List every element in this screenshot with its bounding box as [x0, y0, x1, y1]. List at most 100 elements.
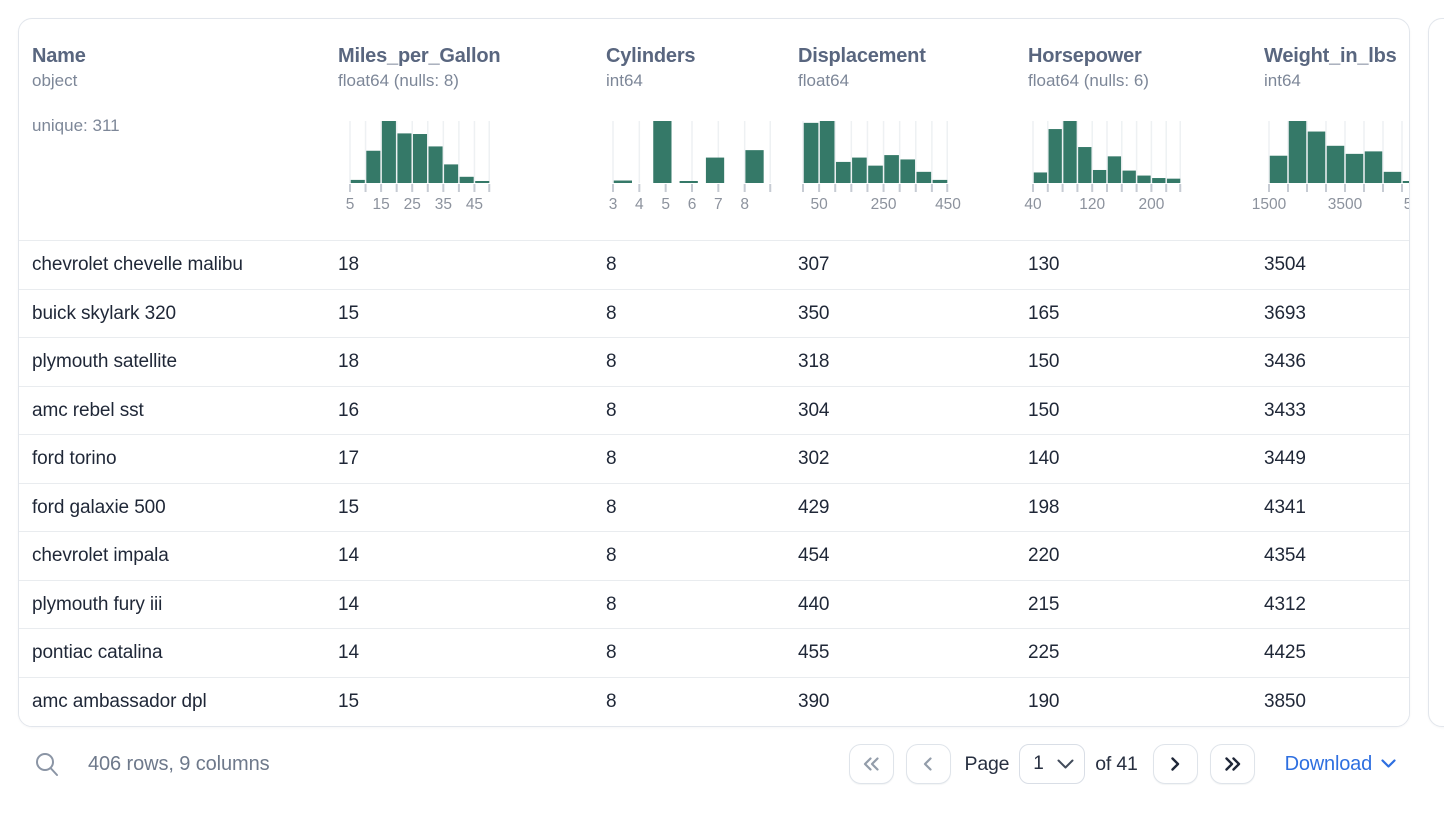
- column-name: Cylinders: [606, 45, 696, 67]
- histogram-horsepower[interactable]: 40 120 200: [1024, 121, 1182, 215]
- column-type: int64: [606, 71, 643, 90]
- table-cell: 8: [606, 351, 617, 372]
- column-type: object: [32, 71, 78, 90]
- table-cell: 165: [1028, 302, 1060, 324]
- table-row[interactable]: pontiac catalina 14 8 455 225 4425: [19, 629, 1409, 678]
- table-cell: chevrolet chevelle malibu: [32, 254, 243, 275]
- table-cell: ford galaxie 500: [32, 496, 166, 518]
- table-row[interactable]: ford galaxie 500 15 8 429 198 4341: [19, 483, 1409, 532]
- table-cell: chevrolet impala: [32, 545, 169, 566]
- search-button[interactable]: [34, 750, 60, 778]
- next-page-button[interactable]: [1152, 744, 1198, 784]
- table-row[interactable]: buick skylark 320 15 8 350 165 3693: [19, 289, 1409, 338]
- table-cell: 140: [1028, 448, 1060, 469]
- table-cell: 3850: [1264, 690, 1306, 712]
- column-name: Name: [32, 45, 86, 67]
- column-header-miles-per-gallon[interactable]: Miles_per_Gallon float64 (nulls: 8) 5 15 25 3…: [325, 19, 593, 240]
- download-button[interactable]: Download: [1285, 753, 1396, 776]
- page-select-value: 1: [1033, 753, 1044, 774]
- double-chevron-left-icon: [863, 757, 879, 771]
- table-row[interactable]: amc rebel sst 16 8 304 150 3433: [19, 386, 1409, 435]
- column-header-horsepower[interactable]: Horsepower float64 (nulls: 6) 40 120 200: [1015, 19, 1251, 240]
- double-chevron-right-icon: [1225, 757, 1241, 771]
- table-cell: 14: [338, 642, 359, 663]
- row-count-summary: 406 rows, 9 columns: [88, 752, 270, 775]
- table-cell: 15: [338, 690, 359, 712]
- column-type: float64 (nulls: 6): [1028, 71, 1149, 90]
- table-cell: 454: [798, 545, 830, 566]
- column-type: float64 (nulls: 8): [338, 71, 459, 90]
- table-cell: 429: [798, 496, 830, 518]
- last-page-button[interactable]: [1209, 744, 1255, 784]
- table-cell: amc ambassador dpl: [32, 690, 207, 712]
- page-select[interactable]: 1: [1019, 744, 1086, 784]
- svg-text:3500: 3500: [1328, 196, 1363, 213]
- svg-text:4: 4: [635, 196, 644, 213]
- column-header-cylinders[interactable]: Cylinders int64 3 4 5 6 7 8: [593, 19, 785, 240]
- svg-text:5500: 5500: [1404, 196, 1410, 213]
- table-cell: 14: [338, 545, 359, 566]
- column-header-displacement[interactable]: Displacement float64 50 250 450: [785, 19, 1015, 240]
- table-row[interactable]: plymouth fury iii 14 8 440 215 4312: [19, 580, 1409, 629]
- svg-text:5: 5: [346, 196, 355, 213]
- table-cell: 8: [606, 593, 617, 615]
- table-cell: 3433: [1264, 399, 1306, 421]
- data-preview-card: Name object unique: 311 Miles_per_Gallon flo…: [18, 18, 1410, 727]
- table-cell: 150: [1028, 351, 1060, 372]
- column-type: float64: [798, 71, 850, 90]
- svg-text:5: 5: [661, 196, 670, 213]
- table-row[interactable]: plymouth satellite 18 8 318 150 3436: [19, 338, 1409, 387]
- table-cell: plymouth satellite: [32, 351, 177, 372]
- chevron-down-icon: [1381, 759, 1396, 768]
- histogram-miles-per-gallon[interactable]: 5 15 25 35 45: [346, 121, 491, 215]
- column-header-weight-in-lbs[interactable]: Weight_in_lbs int64 1500 3500 5500: [1251, 19, 1410, 240]
- table-footer: 406 rows, 9 columns Page 1 of 41: [18, 742, 1410, 786]
- svg-text:250: 250: [871, 196, 897, 213]
- table-cell: 15: [338, 496, 359, 518]
- table-cell: 3504: [1264, 254, 1306, 275]
- chevron-down-icon: [1057, 759, 1074, 768]
- column-name: Displacement: [798, 45, 926, 67]
- table-cell: 225: [1028, 642, 1060, 663]
- table-cell: 8: [606, 545, 617, 566]
- column-header-name[interactable]: Name object unique: 311: [19, 19, 325, 240]
- previous-page-button[interactable]: [905, 744, 951, 784]
- table-row[interactable]: chevrolet impala 14 8 454 220 4354: [19, 532, 1409, 581]
- table-cell: 3693: [1264, 302, 1306, 324]
- histogram-displacement[interactable]: 50 250 450: [802, 121, 961, 215]
- table-cell: 440: [798, 593, 830, 615]
- column-type: int64: [1264, 71, 1301, 90]
- table-cell: 18: [338, 351, 359, 372]
- table-cell: 8: [606, 690, 617, 712]
- table-cell: 14: [338, 593, 359, 615]
- page-label: Page: [964, 752, 1010, 775]
- svg-text:1500: 1500: [1252, 196, 1287, 213]
- table-cell: pontiac catalina: [32, 642, 163, 663]
- column-name: Weight_in_lbs: [1264, 45, 1397, 67]
- svg-text:3: 3: [609, 196, 618, 213]
- adjacent-panel: [1428, 18, 1444, 727]
- svg-text:120: 120: [1079, 196, 1105, 213]
- svg-text:15: 15: [372, 196, 389, 213]
- chevron-right-icon: [1171, 757, 1180, 771]
- table-cell: 8: [606, 496, 617, 518]
- histogram-weight-in-lbs[interactable]: 1500 3500 5500: [1252, 121, 1410, 215]
- table-header: Name object unique: 311 Miles_per_Gallon flo…: [19, 19, 1409, 241]
- table-cell: 302: [798, 448, 830, 469]
- svg-text:40: 40: [1024, 196, 1042, 213]
- svg-text:50: 50: [810, 196, 828, 213]
- table-row[interactable]: ford torino 17 8 302 140 3449: [19, 435, 1409, 484]
- table-row[interactable]: amc ambassador dpl 15 8 390 190 3850: [19, 677, 1409, 726]
- table-cell: 16: [338, 399, 359, 421]
- table-cell: 4341: [1264, 496, 1306, 518]
- svg-text:7: 7: [714, 196, 723, 213]
- table-cell: 15: [338, 302, 359, 324]
- table-row[interactable]: chevrolet chevelle malibu 18 8 307 130 3504: [19, 241, 1409, 290]
- table-cell: 455: [798, 642, 830, 663]
- table-cell: ford torino: [32, 448, 117, 469]
- table-cell: 4354: [1264, 545, 1306, 566]
- first-page-button[interactable]: [848, 744, 894, 784]
- table-cell: 307: [798, 254, 830, 275]
- table-cell: 8: [606, 399, 617, 421]
